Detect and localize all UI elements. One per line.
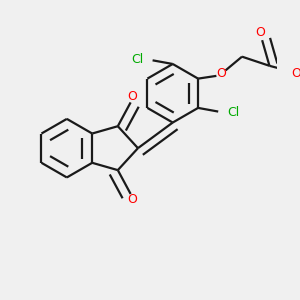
Text: O: O <box>216 67 226 80</box>
Text: O: O <box>291 67 300 80</box>
Text: O: O <box>128 193 137 206</box>
Text: Cl: Cl <box>227 106 240 119</box>
Text: Cl: Cl <box>131 53 143 66</box>
Text: O: O <box>255 26 265 39</box>
Text: O: O <box>128 90 137 104</box>
